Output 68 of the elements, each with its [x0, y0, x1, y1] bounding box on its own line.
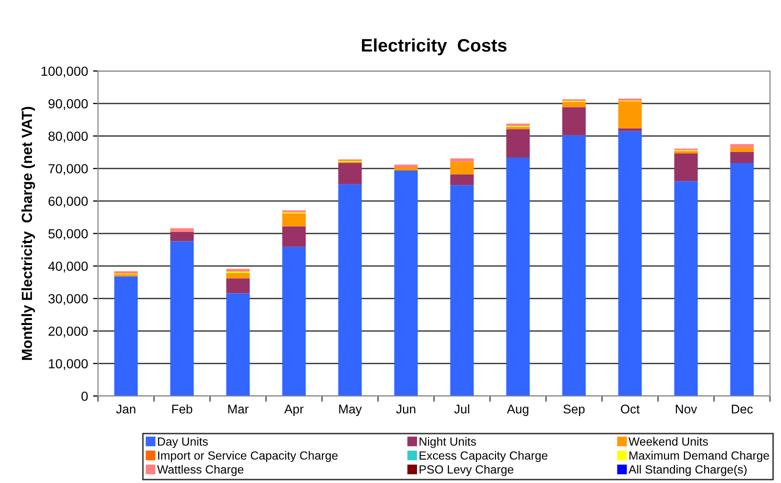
bar: [226, 268, 250, 272]
bar: [282, 213, 306, 226]
bar: [450, 162, 474, 174]
bar: [562, 102, 586, 108]
y-tick-label: 100,000: [42, 66, 88, 78]
legend-label: Weekend Units: [628, 437, 708, 446]
y-tick-label: 0: [81, 392, 88, 401]
bar: [226, 278, 250, 294]
bar: [114, 276, 138, 396]
y-tick-label: 40,000: [48, 262, 88, 272]
y-tick-label: 60,000: [48, 196, 88, 208]
legend-label: Excess Capacity Charge: [420, 451, 548, 462]
y-tick-label: 80,000: [48, 132, 88, 142]
bar: [562, 107, 586, 136]
bar: [450, 185, 474, 396]
x-tick-label: Nov: [676, 404, 698, 414]
legend-label: Night Units: [420, 437, 476, 448]
bar: [674, 154, 698, 182]
y-tick-label: 30,000: [48, 294, 88, 305]
y-tick-label: 10,000: [48, 359, 88, 370]
legend-label: All Standing Charge(s): [628, 464, 747, 476]
bar: [450, 174, 474, 186]
bar: [618, 101, 642, 128]
bar: [730, 144, 754, 148]
bar: [394, 168, 418, 170]
x-tick-label: May: [339, 404, 362, 416]
bar: [618, 131, 642, 396]
bar: [338, 184, 362, 396]
bar: [226, 272, 250, 278]
bar: [618, 128, 642, 132]
x-tick-label: Jan: [116, 404, 136, 414]
legend-label: Wattless Charge: [157, 464, 244, 476]
x-tick-label: Aug: [506, 404, 528, 416]
legend-label: Import or Service Capacity Charge: [158, 451, 338, 462]
bar: [282, 246, 306, 396]
x-tick-label: Jun: [396, 404, 416, 414]
bar: [506, 126, 530, 130]
x-tick-label: Dec: [732, 404, 753, 414]
bar: [338, 162, 362, 184]
y-tick-label: 20,000: [48, 326, 88, 338]
y-tick-label: 70,000: [48, 164, 88, 175]
legend-label: Day Units: [158, 437, 208, 448]
chart-title: Electricity Costs: [362, 38, 507, 56]
bar: [674, 181, 698, 396]
bar: [394, 164, 418, 168]
bar: [450, 158, 474, 162]
x-tick-label: Feb: [172, 404, 192, 414]
bar: [730, 152, 754, 163]
bar: [282, 226, 306, 247]
x-tick-label: Jul: [454, 404, 470, 414]
bar: [506, 157, 530, 396]
bar: [170, 241, 194, 396]
y-tick-label: 90,000: [48, 99, 88, 110]
x-tick-label: Mar: [228, 404, 249, 414]
y-axis-title: Monthly Electricity Charge (net VAT): [21, 106, 36, 360]
legend-label: PSO Levy Charge: [420, 464, 514, 476]
bar: [394, 170, 418, 396]
legend-label: Maximum Demand Charge: [629, 451, 770, 462]
bar: [170, 232, 194, 242]
bar: [506, 129, 530, 158]
x-tick-label: Oct: [620, 404, 640, 414]
bar: [562, 135, 586, 396]
x-tick-label: Apr: [284, 404, 304, 416]
bar: [226, 293, 250, 396]
bar: [730, 147, 754, 152]
bar: [730, 162, 754, 396]
y-tick-label: 50,000: [48, 229, 88, 240]
x-tick-label: Sep: [563, 404, 585, 416]
